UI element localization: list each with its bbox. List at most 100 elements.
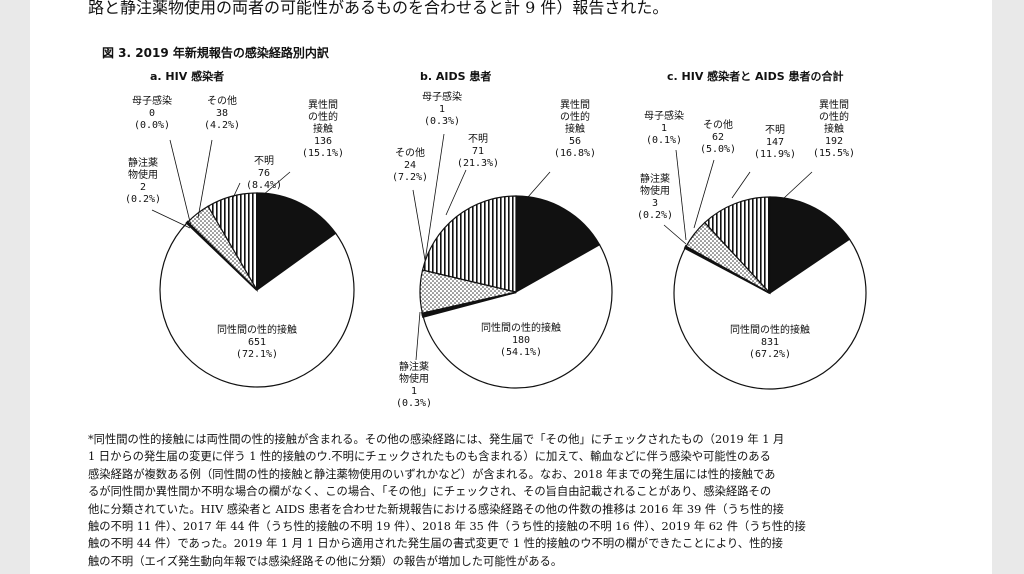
- pie-label: 接触: [824, 122, 844, 135]
- pie-label: 3: [652, 198, 658, 209]
- pie-label: 静注薬: [640, 172, 670, 185]
- footnote: *同性間の性的接触には両性間の性的接触が含まれる。その他の感染経路には、発生届で…: [88, 431, 918, 570]
- leader-line: [693, 159, 715, 229]
- pie-chart-hiv: [159, 192, 355, 388]
- pie-label: 1: [661, 123, 667, 134]
- pie-label: 母子感染: [132, 94, 172, 107]
- pie-label: 1: [439, 104, 445, 115]
- pie-label: 異性間: [308, 98, 338, 111]
- pie-label: の性的: [560, 110, 590, 123]
- pie-label: その他: [207, 94, 237, 107]
- footnote-line: 1 日からの発生届の変更に伴う 1 性的接触のウ.不明にチェックされたものも含ま…: [88, 450, 771, 464]
- footnote-line: るが同性間か異性間か不明な場合の欄がなく、この場合、「その他」にチェックされ、そ…: [88, 485, 772, 499]
- pie-labels: 異性間の性的接触136(15.1%)同性間の性的接触651(72.1%)静注薬物…: [125, 90, 855, 409]
- pie-slice: [769, 196, 851, 295]
- pie-label: 651: [248, 337, 266, 348]
- pie-label: その他: [395, 146, 425, 159]
- leader-line: [731, 171, 751, 199]
- pie-label: 同性間の性的接触: [730, 323, 810, 336]
- figure-title: 図 3. 2019 年新規報告の感染経路別内訳: [102, 46, 329, 60]
- pie-label: 136: [314, 136, 332, 147]
- footnote-line: 触の不明 44 件）であった。2019 年 1 月 1 日から適用された発生届の…: [88, 537, 783, 551]
- leader-line: [423, 133, 445, 269]
- pie-label: (0.3%): [396, 398, 432, 409]
- pie-label: 71: [472, 146, 484, 157]
- pie-label: 147: [766, 137, 784, 148]
- pie-label: (21.3%): [457, 158, 499, 169]
- pie-slice: [673, 238, 867, 390]
- footnote-line: 感染経路が複数ある例（同性間の性的接触と静注薬物使用のいずれかなど）が含まれる。…: [88, 467, 776, 481]
- leader-line: [663, 224, 687, 245]
- chart-a-title: a. HIV 感染者: [150, 69, 224, 83]
- pie-label: 同性間の性的接触: [481, 321, 561, 334]
- leader-line: [783, 171, 813, 199]
- leader-line: [151, 209, 191, 229]
- footnote-line: 触の不明（エイズ発生動向年報では感染経路その他に分類）の報告が増加した可能性があ…: [88, 554, 563, 568]
- pie-label: 24: [404, 160, 416, 171]
- pie-label: (72.1%): [236, 349, 278, 360]
- leader-line: [415, 311, 421, 361]
- leader-line: [445, 169, 467, 216]
- pie-label: 物使用: [640, 184, 670, 197]
- pie-label: 物使用: [128, 168, 158, 181]
- pie-label: 62: [712, 132, 724, 143]
- pie-label: 異性間: [560, 98, 590, 111]
- pie-label: の性的: [308, 110, 338, 123]
- chart-c-title: c. HIV 感染者と AIDS 患者の合計: [667, 69, 844, 83]
- pie-label: 2: [140, 182, 146, 193]
- pie-label: (5.0%): [700, 144, 736, 155]
- pie-label: (67.2%): [749, 349, 791, 360]
- pie-label: 831: [761, 337, 779, 348]
- pie-label: 接触: [565, 122, 585, 135]
- pie-label: (16.8%): [554, 148, 596, 159]
- pie-label: (4.2%): [204, 120, 240, 131]
- pie-label: (11.9%): [754, 149, 796, 160]
- pie-label: (0.1%): [646, 135, 682, 146]
- pie-slice: [207, 192, 258, 293]
- footnote-line: *同性間の性的接触には両性間の性的接触が含まれる。その他の感染経路には、発生届で…: [88, 433, 785, 446]
- pie-label: 接触: [313, 122, 333, 135]
- pie-label: 192: [825, 136, 843, 147]
- pie-slice: [515, 195, 601, 294]
- pie-label: 不明: [765, 124, 785, 136]
- pie-label: 物使用: [399, 372, 429, 385]
- pie-label: (7.2%): [392, 172, 428, 183]
- pie-label: 38: [216, 108, 228, 119]
- leader-line: [412, 189, 426, 261]
- pie-label: 静注薬: [128, 156, 158, 169]
- pie-label: (0.2%): [125, 194, 161, 205]
- pie-slice: [703, 196, 771, 295]
- pie-slice: [256, 192, 337, 292]
- pie-label: (54.1%): [500, 347, 542, 358]
- pie-label: 異性間: [819, 98, 849, 111]
- pie-label: 56: [569, 136, 581, 147]
- leader-line: [262, 171, 291, 196]
- footnote-line: 触の不明 11 件）、2017 年 44 件（うち性的接触の不明 19 件）、2…: [88, 520, 806, 534]
- leader-line: [675, 149, 687, 241]
- pie-label: (0.3%): [424, 116, 460, 127]
- chart-b-title: b. AIDS 患者: [420, 69, 491, 83]
- pie-chart-total: [673, 196, 867, 390]
- pie-label: 76: [258, 168, 270, 179]
- leader-line: [231, 182, 241, 201]
- leader-line: [527, 171, 551, 198]
- pie-slice: [421, 195, 517, 293]
- pie-label: 180: [512, 335, 530, 346]
- pie-label: (15.1%): [302, 148, 344, 159]
- pie-label: の性的: [819, 110, 849, 123]
- pie-label: 母子感染: [644, 109, 684, 122]
- pie-label: (15.5%): [813, 148, 855, 159]
- pie-chart-aids: [419, 195, 613, 389]
- pie-slice: [422, 243, 613, 389]
- body-text-top-line: 路と静注薬物使用の両者の可能性があるものを合わせると計 9 件）報告された。: [88, 0, 669, 17]
- pie-label: 同性間の性的接触: [217, 323, 297, 336]
- pie-label: (0.0%): [134, 120, 170, 131]
- pie-slice: [159, 222, 355, 388]
- pie-label: その他: [703, 118, 733, 131]
- pie-label: 静注薬: [399, 360, 429, 373]
- footnote-line: 他に分類されていた。HIV 感染者と AIDS 患者を合わせた新規報告における感…: [88, 502, 784, 516]
- pie-label: (0.2%): [637, 210, 673, 221]
- pie-label: 母子感染: [422, 90, 462, 103]
- pie-label: 不明: [254, 155, 274, 167]
